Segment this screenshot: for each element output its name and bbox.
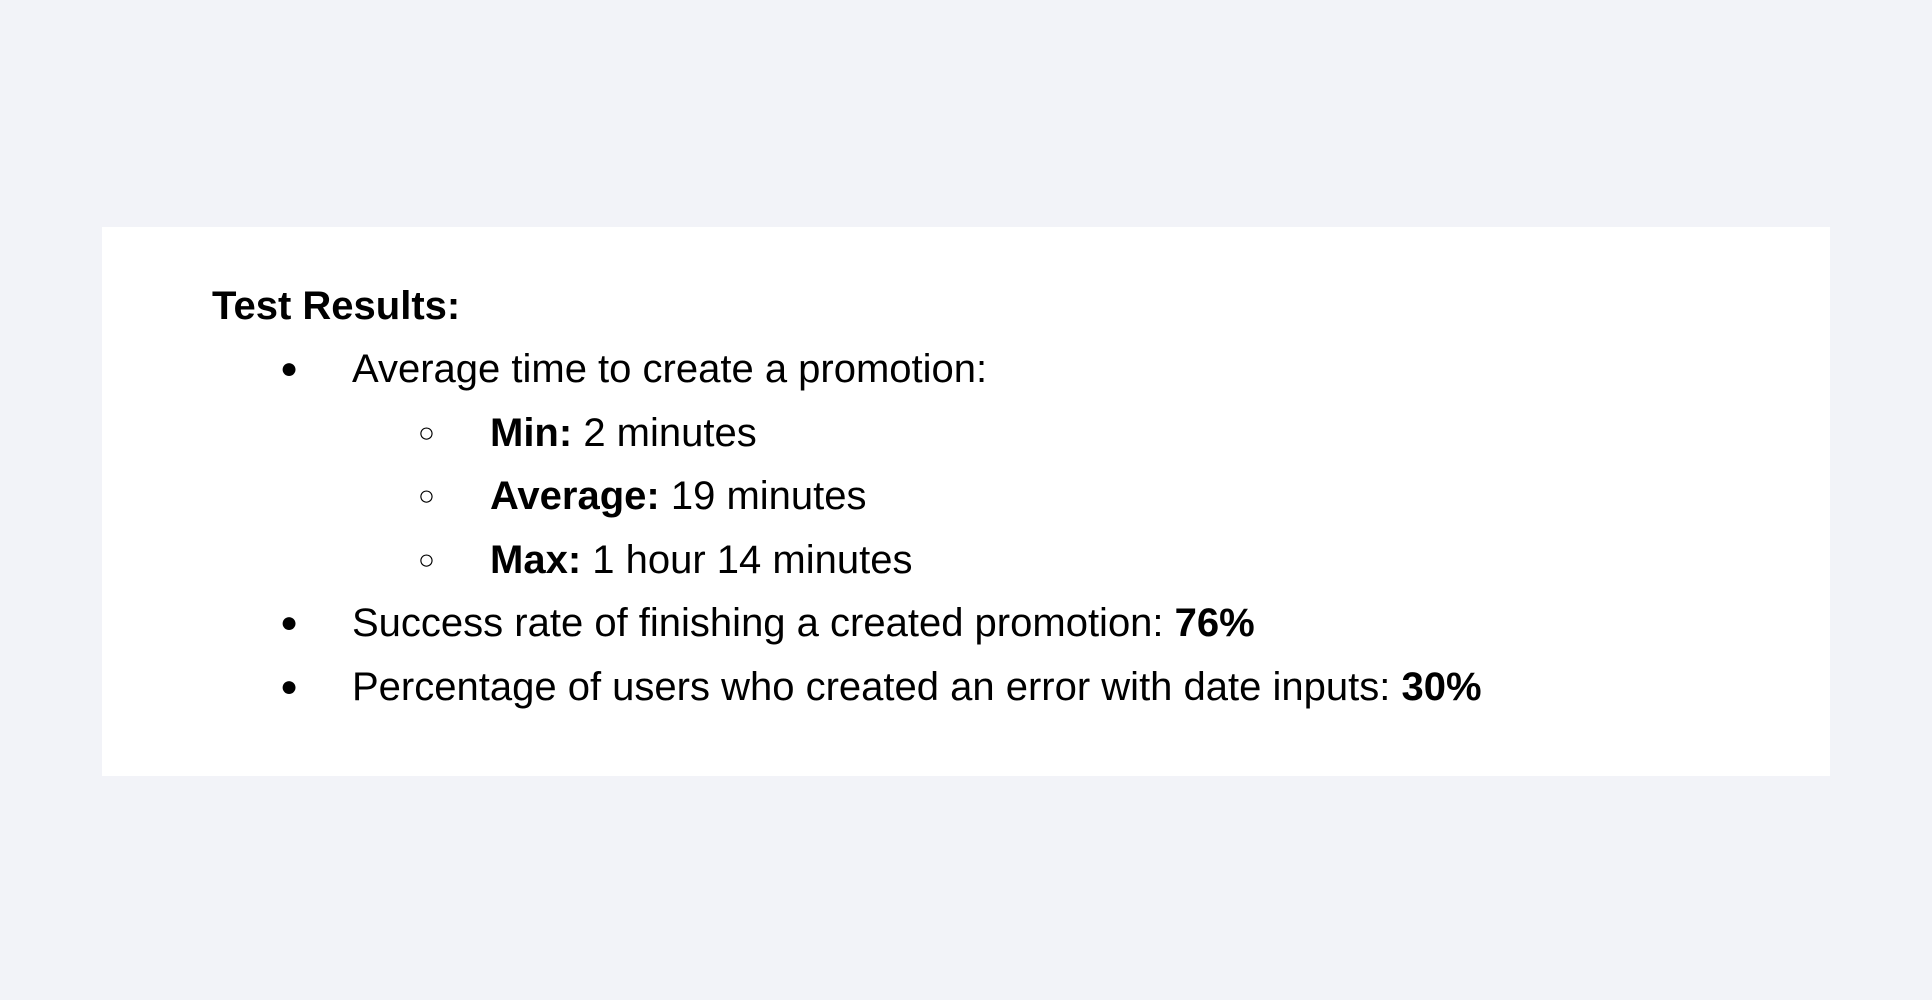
metric-label: Max: — [490, 538, 582, 582]
bullet-value: 30% — [1401, 665, 1482, 709]
sub-bullet-text: Min: 2 minutes — [490, 409, 757, 457]
bullet-label: Percentage of users who created an error… — [352, 665, 1391, 709]
bullet-marker: ● — [280, 352, 299, 385]
bullet-text: Percentage of users who created an error… — [352, 663, 1482, 711]
bullet-text: Success rate of finishing a created prom… — [352, 599, 1255, 647]
bullet-value: 76% — [1174, 601, 1255, 645]
bullet-text: Average time to create a promotion: — [352, 347, 988, 391]
sub-bullet-text: Average: 19 minutes — [490, 472, 867, 520]
test-results-heading: Test Results: — [212, 284, 461, 328]
bullet-marker: ● — [280, 606, 299, 639]
metric-value: 1 hour 14 minutes — [592, 538, 913, 582]
sub-bullet-marker: ○ — [418, 417, 435, 448]
sub-bullet-marker: ○ — [418, 480, 435, 511]
metric-value: 2 minutes — [583, 411, 757, 455]
metric-value: 19 minutes — [670, 474, 867, 518]
metric-label: Average: — [490, 474, 660, 518]
document-card: Test Results: ● Average time to create a… — [102, 227, 1830, 776]
bullet-marker: ● — [280, 670, 299, 703]
sub-bullet-text: Max: 1 hour 14 minutes — [490, 536, 912, 584]
sub-bullet-marker: ○ — [418, 544, 435, 575]
metric-label: Min: — [490, 411, 573, 455]
bullet-label: Success rate of finishing a created prom… — [352, 601, 1164, 645]
